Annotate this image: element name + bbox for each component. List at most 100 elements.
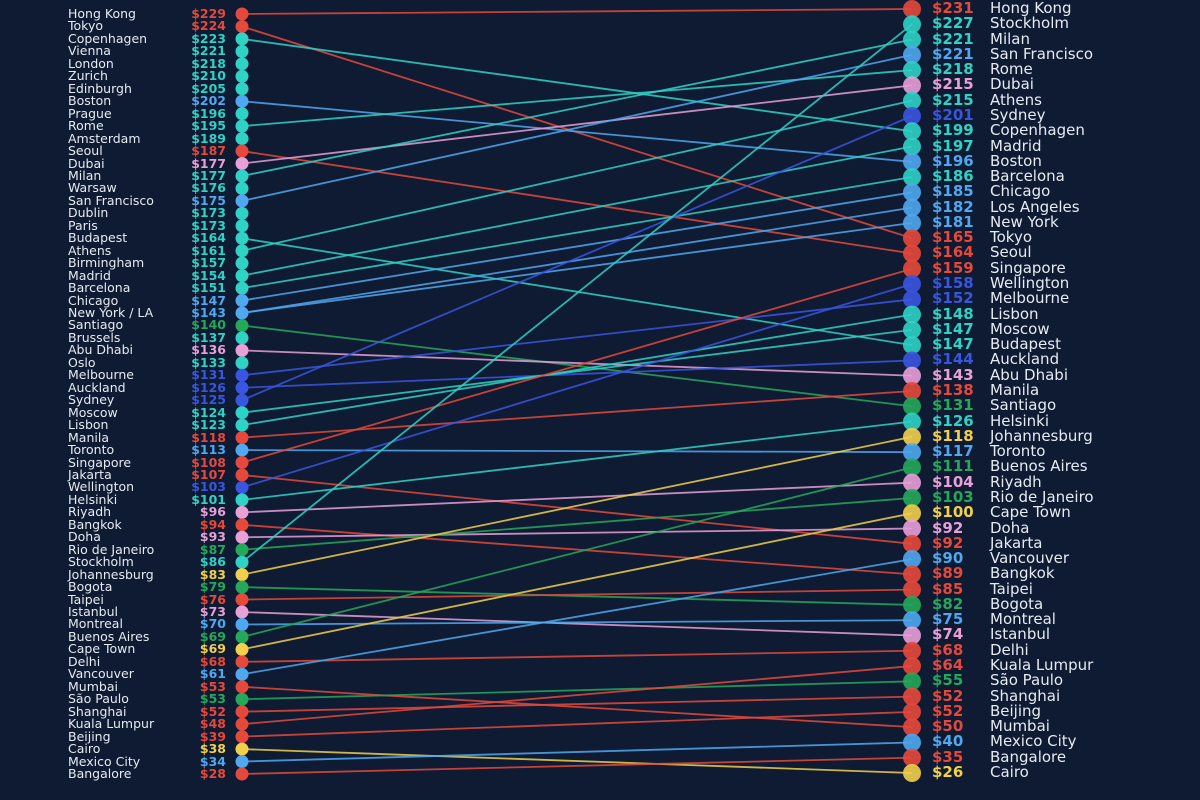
- slope-line: [241, 619, 913, 626]
- left-marker: [235, 368, 249, 382]
- left-value-label: $79: [199, 579, 226, 595]
- left-city-label: Dubai: [68, 155, 105, 171]
- right-flag-marker: [903, 275, 921, 294]
- right-city-label: Bangkok: [990, 564, 1055, 583]
- left-marker: [235, 655, 249, 669]
- slope-line: [241, 38, 913, 177]
- left-city-label: New York / LA: [68, 305, 154, 321]
- slope-line: [241, 435, 913, 576]
- slope-line: [241, 115, 913, 402]
- right-city-label: Wellington: [990, 274, 1070, 293]
- left-value-label: $68: [199, 653, 226, 669]
- right-value-label: $158: [932, 274, 974, 293]
- left-value-label: $70: [199, 616, 226, 632]
- left-marker: [235, 57, 249, 71]
- right-flag-marker: [903, 351, 921, 370]
- left-value-label: $161: [191, 242, 226, 258]
- right-value-label: $68: [932, 640, 964, 659]
- right-flag-marker: [903, 702, 921, 721]
- slope-line: [241, 748, 913, 774]
- left-city-label: Stockholm: [68, 554, 134, 570]
- left-city-label: Montreal: [68, 616, 123, 632]
- right-flag-marker: [903, 718, 921, 737]
- right-city-label: Seoul: [990, 243, 1032, 262]
- left-marker: [235, 244, 249, 258]
- left-marker: [235, 480, 249, 494]
- left-value-label: $38: [199, 741, 226, 757]
- right-city-label: Singapore: [990, 258, 1066, 277]
- right-flag-marker: [903, 91, 921, 110]
- right-value-label: $196: [932, 151, 974, 170]
- right-value-label: $164: [932, 243, 974, 262]
- left-marker: [235, 605, 249, 619]
- left-value-label: $205: [191, 80, 226, 96]
- left-value-label: $125: [191, 392, 226, 408]
- left-value-label: $83: [199, 566, 226, 582]
- left-marker: [235, 730, 249, 744]
- left-city-label: Riyadh: [68, 504, 112, 520]
- left-marker: [235, 194, 249, 208]
- left-marker: [235, 717, 249, 731]
- slope-line: [241, 150, 913, 255]
- left-marker: [235, 543, 249, 557]
- left-city-label: Milan: [68, 167, 102, 183]
- left-city-label: Hong Kong: [68, 6, 136, 21]
- slope-line: [241, 349, 913, 377]
- left-marker: [235, 755, 249, 769]
- slope-line: [241, 283, 913, 489]
- slope-line: [241, 420, 913, 501]
- right-city-label: Shanghai: [990, 686, 1061, 705]
- left-city-label: Bangkok: [68, 516, 122, 532]
- left-city-label: Rome: [68, 118, 104, 134]
- right-flag-marker: [903, 672, 921, 691]
- right-city-label: Toronto: [990, 442, 1046, 461]
- right-flag-marker: [903, 733, 921, 752]
- left-city-label: Abu Dhabi: [68, 342, 133, 358]
- left-marker: [235, 132, 249, 146]
- right-city-label: Stockholm: [990, 14, 1069, 33]
- left-value-label: $131: [191, 367, 226, 383]
- left-value-label: $195: [191, 118, 226, 134]
- left-value-label: $229: [191, 6, 226, 21]
- slope-line: [241, 512, 913, 651]
- right-flag-marker: [903, 366, 921, 385]
- right-value-label: $92: [932, 518, 964, 537]
- left-marker: [235, 343, 249, 357]
- right-city-label: Helsinki: [990, 411, 1050, 430]
- left-city-label: Vancouver: [68, 666, 134, 682]
- left-city-label: Edinburgh: [68, 80, 132, 96]
- right-flag-marker: [903, 519, 921, 538]
- left-marker: [235, 443, 249, 457]
- left-marker: [235, 418, 249, 432]
- left-marker: [235, 318, 249, 332]
- right-city-label: Hong Kong: [990, 0, 1072, 17]
- left-marker: [235, 742, 249, 756]
- right-flag-marker: [903, 336, 921, 355]
- left-value-label: $221: [191, 43, 226, 59]
- right-flag-marker: [903, 0, 921, 18]
- left-marker: [235, 692, 249, 706]
- left-city-label: Paris: [68, 217, 98, 233]
- left-value-label: $175: [191, 192, 226, 208]
- slope-line: [241, 100, 913, 163]
- right-flag-marker: [903, 595, 921, 614]
- left-city-label: Bogota: [68, 579, 113, 595]
- left-value-label: $34: [199, 753, 226, 769]
- left-city-label: Vienna: [68, 43, 111, 59]
- left-marker: [235, 231, 249, 245]
- right-flag-marker: [903, 534, 921, 553]
- right-value-label: $82: [932, 594, 964, 613]
- left-value-label: $107: [191, 466, 226, 482]
- right-value-label: $221: [932, 44, 974, 63]
- slope-line: [241, 466, 913, 638]
- right-city-label: Moscow: [990, 319, 1050, 338]
- left-city-label: Cape Town: [68, 641, 136, 657]
- left-city-label: Dublin: [68, 205, 109, 221]
- left-marker: [235, 617, 249, 631]
- right-city-label: Budapest: [990, 335, 1061, 354]
- right-flag-marker: [903, 106, 921, 125]
- left-marker: [235, 555, 249, 569]
- slope-line: [241, 206, 913, 314]
- slope-line: [241, 649, 913, 663]
- left-value-label: $210: [191, 68, 226, 84]
